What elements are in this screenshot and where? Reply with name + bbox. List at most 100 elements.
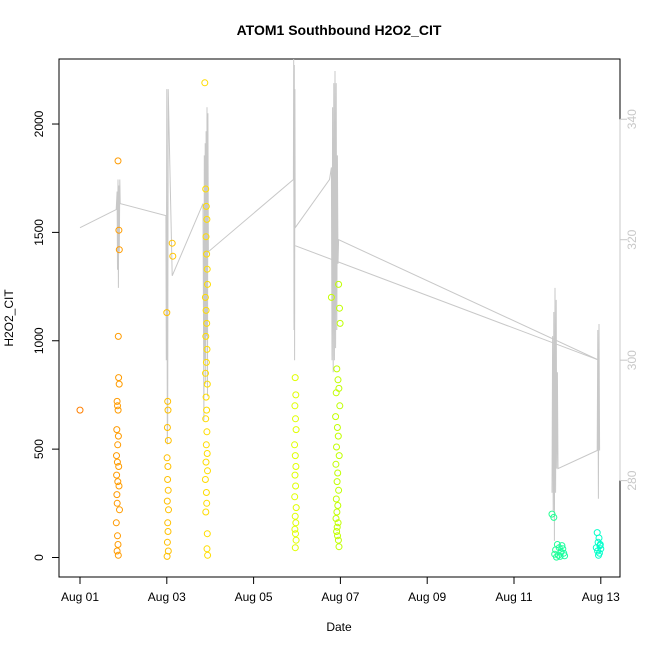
y2-tick-label: 300 [625,350,639,370]
data-point [114,551,122,559]
data-point [550,513,558,521]
data-point [332,389,340,397]
data-point [333,478,341,486]
data-point [292,426,300,434]
data-point [335,280,343,288]
data-point [114,432,122,440]
data-point [292,463,300,470]
data-point [163,538,171,546]
data-point [202,202,210,210]
secondary-line-segment [295,245,600,361]
data-point [113,491,121,499]
data-point [334,532,341,540]
data-point [202,393,210,401]
data-point [203,450,211,457]
data-point [203,406,211,414]
data-point [113,471,121,479]
data-point [336,304,343,312]
data-point [335,486,343,494]
data-point [204,551,212,559]
y-tick-label: 1000 [32,327,46,354]
data-point [203,250,211,258]
data-point [114,406,122,414]
data-point [116,506,123,514]
data-point [292,530,299,538]
data-point [334,502,342,509]
data-point [335,543,343,551]
data-point [334,376,342,384]
data-point [114,332,122,340]
data-point [203,530,211,538]
data-point [203,428,211,436]
data-point [291,402,299,410]
data-point [168,239,176,247]
data-point [202,233,210,241]
x-tick-label: Aug 05 [235,590,273,604]
data-point [332,460,340,468]
x-axis: Aug 01 Aug 03 Aug 05 Aug 07 Aug 09 Aug 11 Aug … [61,576,620,604]
data-point [202,369,209,377]
y2-tick-label: 320 [625,229,639,249]
data-point [333,523,341,531]
data-point [336,402,344,410]
data-point [553,553,560,561]
data-point [203,265,211,273]
data-point [334,519,342,527]
data-point [332,515,340,522]
data-point [115,246,123,254]
data-point [291,471,299,479]
data-point [113,452,120,460]
data-point [291,452,299,460]
data-point [291,544,299,552]
y-axis: 0 500 1000 1500 2000 [32,110,60,561]
data-point [203,380,211,388]
data-point [332,495,340,503]
data-point [114,541,122,548]
data-point [163,552,171,560]
y-tick-label: 500 [32,439,46,459]
data-point [596,541,604,548]
y2-tick-label: 280 [625,470,639,490]
data-point [202,415,210,423]
data-point [113,397,121,405]
y-tick-label: 1500 [32,219,46,246]
data-point [113,426,121,434]
data-point [164,406,172,414]
data-point [334,536,342,544]
secondary-line-segment [551,287,601,541]
data-point [164,463,172,470]
data-point [595,534,603,542]
data-point [202,489,210,496]
data-point [559,545,567,553]
data-point [291,512,299,520]
data-point [115,380,123,388]
data-point [164,486,172,494]
data-point [291,525,299,533]
data-point [292,482,300,490]
data-point [202,306,210,314]
data-point [204,280,211,288]
data-point [292,391,300,399]
y-axis-label: H2O2_CIT [2,289,16,347]
data-point [292,536,300,544]
chart-title: ATOM1 Southbound H2O2_CIT [237,22,442,38]
data-point [292,504,300,512]
data-point [164,437,172,444]
secondary-y-axis: 280 300 320 340 [619,109,639,491]
data-point [333,508,341,516]
data-point [594,547,602,555]
data-point [202,508,210,516]
data-point [203,215,211,223]
data-point [336,319,344,327]
data-point [114,157,122,165]
data-point [595,551,602,559]
data-point [114,402,121,410]
data-point [114,532,121,540]
x-tick-label: Aug 11 [495,590,532,604]
data-point [201,293,209,301]
y-tick-label: 2000 [32,110,46,137]
data-point [291,374,299,382]
points-layer [76,79,605,561]
data-point [332,413,340,421]
data-point [335,452,343,460]
